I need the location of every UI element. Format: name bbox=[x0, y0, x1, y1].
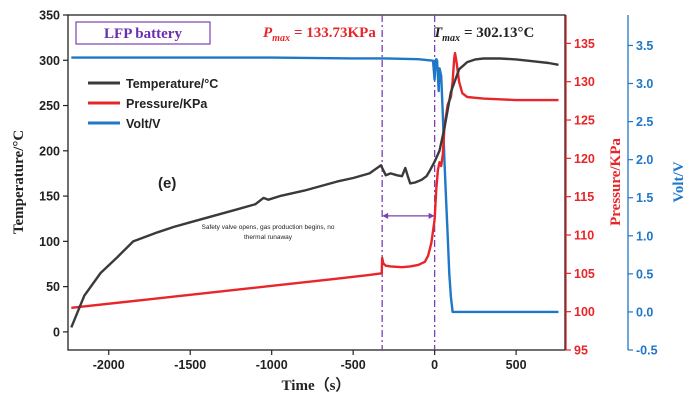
y-volt-tick-label: 3.0 bbox=[636, 77, 653, 91]
y-pressure-tick-label: 135 bbox=[574, 37, 595, 51]
y-left-tick-label: 100 bbox=[39, 235, 60, 249]
x-tick-label: 0 bbox=[431, 358, 438, 372]
series-line-volt bbox=[71, 56, 559, 314]
x-tick-label: -2000 bbox=[93, 358, 125, 372]
y-volt-tick-label: 2.0 bbox=[636, 153, 653, 167]
y-left-tick-label: 350 bbox=[39, 9, 60, 23]
y-volt-tick-label: 2.5 bbox=[636, 115, 653, 129]
y-left-tick-label: 50 bbox=[46, 280, 60, 294]
legend-label-volt: Volt/V bbox=[126, 117, 161, 131]
y-left-tick-label: 300 bbox=[39, 54, 60, 68]
safety-annotation-line1: Safety valve opens, gas production begin… bbox=[202, 224, 335, 231]
series-line-pressure bbox=[71, 51, 559, 309]
pmax-symbol: P bbox=[263, 25, 273, 41]
tmax-subscript: max bbox=[442, 33, 460, 44]
chart-title: LFP battery bbox=[104, 26, 182, 42]
title-box bbox=[75, 21, 211, 45]
y-left-tick-label: 0 bbox=[53, 325, 60, 339]
tmax-annotation: Tmax = 302.13°C bbox=[433, 25, 534, 44]
y-volt-tick-label: 0.5 bbox=[636, 267, 653, 281]
safety-arrowhead-right bbox=[428, 212, 435, 219]
x-tick-label: -500 bbox=[341, 358, 366, 372]
legend: Temperature/°C Pressure/KPa Volt/V bbox=[88, 77, 218, 131]
y-pressure-tick-label: 115 bbox=[574, 190, 594, 204]
y-volt-tick-label: 3.5 bbox=[636, 39, 653, 53]
series-line-temperature bbox=[70, 57, 559, 328]
y-pressure-tick-label: 100 bbox=[574, 305, 595, 319]
x-axis-title: Time（s） bbox=[282, 376, 351, 394]
y-left-tick-label: 200 bbox=[39, 144, 60, 158]
y-left-tick-label: 250 bbox=[39, 99, 60, 113]
x-tick-label: -1500 bbox=[174, 358, 206, 372]
legend-label-temperature: Temperature/°C bbox=[126, 77, 218, 91]
series-layer bbox=[70, 51, 559, 328]
y-volt-tick-label: 1.0 bbox=[636, 229, 653, 243]
y-volt-axis-title: Volt/V bbox=[671, 161, 687, 202]
pmax-annotation: Pmax = 133.73KPa bbox=[263, 25, 376, 44]
safety-arrow bbox=[382, 212, 435, 219]
y-left-tick-label: 150 bbox=[39, 190, 60, 204]
y-left-axis-title: Temperature/°C bbox=[11, 130, 27, 234]
y-volt-tick-label: 0.0 bbox=[636, 305, 653, 319]
tmax-value: = 302.13°C bbox=[464, 25, 534, 41]
pmax-subscript: max bbox=[272, 33, 290, 44]
y-volt-tick-label: -0.5 bbox=[636, 344, 658, 358]
safety-arrowhead-left bbox=[382, 212, 389, 219]
y-pressure-tick-label: 105 bbox=[574, 267, 595, 281]
y-pressure-axis-title: Pressure/KPa bbox=[608, 138, 624, 226]
plot-frame bbox=[67, 14, 566, 351]
legend-label-pressure: Pressure/KPa bbox=[126, 97, 208, 111]
y-pressure-tick-label: 130 bbox=[574, 75, 595, 89]
axis-ticks-group: -2000 -1500 -1000 -500 0 500 0 50 100 150 200 250 30… bbox=[39, 9, 657, 373]
y-pressure-tick-label: 120 bbox=[574, 152, 595, 166]
y-pressure-tick-label: 125 bbox=[574, 114, 595, 128]
safety-annotation-line2: thermal runaway bbox=[244, 234, 293, 241]
pmax-value: = 133.73KPa bbox=[294, 25, 376, 41]
y-pressure-tick-label: 110 bbox=[574, 229, 594, 243]
x-tick-label: -1000 bbox=[256, 358, 288, 372]
tmax-symbol: T bbox=[433, 25, 443, 41]
vertical-marker-lines bbox=[381, 15, 436, 350]
panel-label: (e) bbox=[158, 175, 176, 192]
y-volt-tick-label: 1.5 bbox=[636, 191, 653, 205]
y-pressure-tick-label: 95 bbox=[574, 344, 588, 358]
x-tick-label: 500 bbox=[506, 358, 527, 372]
